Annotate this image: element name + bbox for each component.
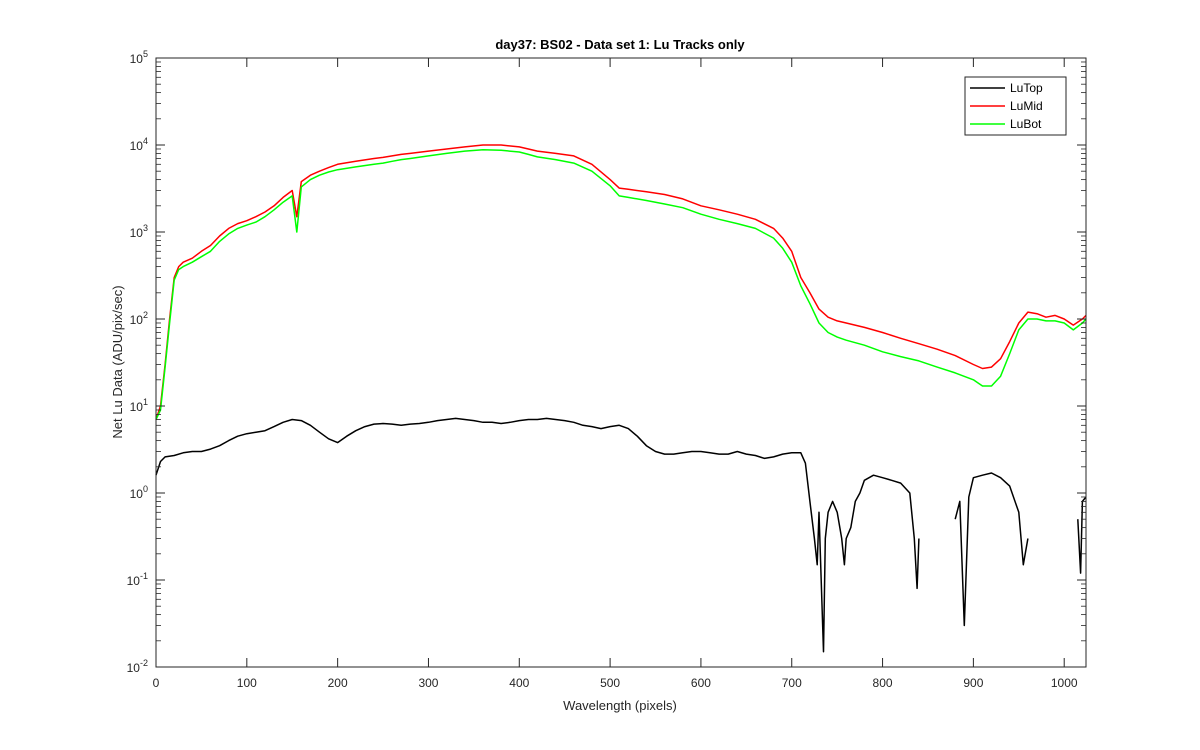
- x-axis-label: Wavelength (pixels): [563, 698, 677, 713]
- legend-box: [964, 76, 1067, 136]
- x-tick-label: 0: [153, 676, 160, 690]
- y-tick-label: 105: [130, 49, 148, 66]
- legend-label-lumid: LuMid: [1010, 99, 1043, 113]
- legend-label-lutop: LuTop: [1010, 81, 1043, 95]
- x-tick-label: 800: [873, 676, 893, 690]
- y-tick-label: 10-2: [127, 658, 148, 675]
- plot-area: [155, 144, 1087, 653]
- y-tick-label: 101: [130, 397, 148, 414]
- x-tick-label: 200: [328, 676, 348, 690]
- y-tick-label: 10-1: [127, 571, 148, 588]
- x-tick-label: 500: [600, 676, 620, 690]
- series-line-lumid: [155, 144, 1087, 420]
- y-tick-label: 103: [130, 223, 148, 240]
- x-tick-label: 700: [782, 676, 802, 690]
- series-line-lubot: [155, 149, 1087, 420]
- axes-box: [155, 57, 1087, 668]
- x-tick-label: 400: [509, 676, 529, 690]
- y-tick-label: 100: [130, 484, 148, 501]
- chart-title: day37: BS02 - Data set 1: Lu Tracks only: [495, 37, 745, 52]
- y-tick-label: 104: [130, 136, 148, 153]
- x-tick-label: 300: [418, 676, 438, 690]
- y-tick-label: 102: [130, 310, 148, 327]
- x-tick-label: 1000: [1051, 676, 1078, 690]
- y-axis-label: Net Lu Data (ADU/pix/sec): [110, 285, 125, 438]
- axes: 0 100 200 300 400 500 600 700 800 900 1000 10-2 10-1…: [127, 49, 1087, 690]
- x-tick-label: 900: [963, 676, 983, 690]
- series-line-lutop: [155, 417, 1087, 653]
- x-tick-label: 600: [691, 676, 711, 690]
- legend: LuTop LuMid LuBot: [964, 76, 1067, 136]
- legend-label-lubot: LuBot: [1010, 117, 1042, 131]
- x-tick-label: 100: [237, 676, 257, 690]
